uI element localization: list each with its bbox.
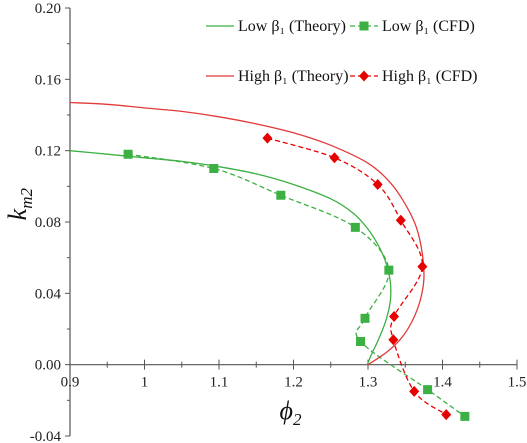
- y-tick-label: 0.12: [35, 144, 61, 160]
- x-axis-title-main: ϕ: [280, 396, 293, 425]
- data-point: [276, 190, 286, 200]
- x-axis-title: ϕ2: [280, 396, 302, 429]
- data-point: [209, 164, 219, 173]
- data-point: [350, 222, 360, 232]
- data-point: [423, 385, 433, 395]
- series-2: [123, 149, 470, 421]
- data-point: [372, 179, 383, 191]
- y-tick-label: 0.04: [35, 286, 62, 302]
- y-axis-title: km2: [3, 188, 36, 221]
- legend-label: Low β₁ (Theory): [238, 18, 346, 35]
- data-point: [388, 334, 399, 346]
- x-tick-label: 1: [141, 375, 149, 391]
- y-tick-label: -0.04: [30, 429, 62, 443]
- series-1: [69, 150, 392, 365]
- legend-item: Low β₁ (Theory): [206, 18, 346, 35]
- data-point: [441, 409, 452, 421]
- legend-marker: [359, 21, 369, 31]
- y-axis-title-sub: m2: [17, 188, 36, 209]
- data-point: [329, 152, 340, 164]
- legend-label: High β₁ (CFD): [382, 68, 478, 85]
- data-point: [460, 411, 470, 421]
- series-line: [69, 150, 392, 365]
- x-tick-label: 1.5: [508, 375, 527, 391]
- y-axis-title-main: k: [3, 208, 32, 220]
- legend-label: High β₁ (Theory): [238, 68, 349, 85]
- legend-item: High β₁ (Theory): [206, 68, 349, 85]
- x-tick-label: 1.3: [359, 375, 378, 391]
- series-line: [127, 153, 466, 417]
- legend-item: Low β₁ (CFD): [350, 18, 475, 35]
- y-tick-label: 0.08: [35, 215, 61, 231]
- data-point: [123, 149, 133, 159]
- y-tick-label: 0.16: [35, 72, 62, 88]
- data-point: [262, 132, 273, 144]
- legend-item: High β₁ (CFD): [350, 68, 478, 85]
- data-point: [389, 311, 400, 323]
- y-ticks: -0.04 0.00 0.04 0.08 0.12 0.16 0.20: [30, 1, 70, 443]
- y-tick-label: 0.20: [35, 1, 61, 17]
- y-tick-label: 0.00: [35, 358, 61, 374]
- legend-label: Low β₁ (CFD): [382, 18, 475, 35]
- series-line: [267, 137, 447, 416]
- series-layer: [69, 101, 470, 421]
- data-point: [409, 385, 420, 397]
- x-tick-label: 1.1: [210, 375, 229, 391]
- x-axis-title-sub: 2: [293, 410, 302, 429]
- data-point: [395, 214, 406, 226]
- x-ticks: 0.9 1 1.1 1.2 1.3 1.4 1.5: [61, 359, 527, 391]
- data-point: [356, 336, 366, 346]
- data-point: [417, 261, 428, 273]
- series-3: [69, 101, 425, 366]
- legend: Low β₁ (Theory) Low β₁ (CFD) High β₁ (Theo…: [206, 18, 478, 85]
- series-line: [69, 101, 425, 366]
- x-tick-label: 1.4: [433, 375, 452, 391]
- series-4: [262, 132, 452, 421]
- x-tick-label: 1.2: [284, 375, 303, 391]
- data-point: [360, 313, 370, 323]
- x-tick-label: 0.9: [61, 375, 80, 391]
- legend-marker: [359, 70, 369, 82]
- data-point: [384, 265, 394, 275]
- axes: 0.9 1 1.1 1.2 1.3 1.4 1.5 -0.04 0.00 0.04 0.08 0.1…: [30, 1, 527, 443]
